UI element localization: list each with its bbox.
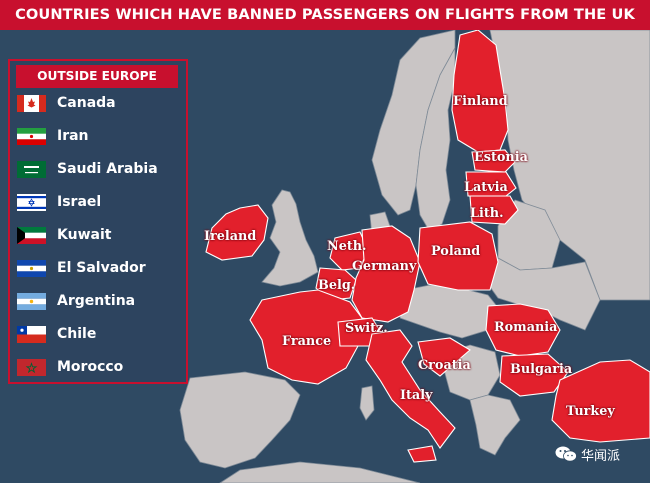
label-lithuania: Lith. [470, 206, 504, 221]
watermark-text: 华闻派 [581, 448, 621, 464]
israel-flag-icon [17, 193, 46, 211]
canada-flag-icon [17, 94, 46, 112]
legend-label: Iran [57, 128, 89, 144]
legend-label: Israel [57, 194, 102, 210]
label-turkey: Turkey [566, 404, 615, 419]
romania-shape [485, 303, 561, 357]
croatia-shape [417, 337, 471, 377]
label-switzerland: Switz. [345, 321, 388, 336]
morocco-flag-icon [17, 358, 46, 376]
legend-item-israel: Israel [17, 191, 182, 213]
label-france: France [282, 334, 332, 349]
legend-item-morocco: Morocco [17, 356, 182, 378]
label-croatia: Croatia [418, 358, 471, 373]
el-salvador-flag-icon [17, 259, 46, 277]
kuwait-flag-icon [17, 226, 46, 244]
label-belgium: Belg. [318, 278, 356, 293]
legend-item-kuwait: Kuwait [17, 224, 182, 246]
great-britain-shape [261, 189, 319, 287]
wechat-icon [555, 446, 577, 462]
label-latvia: Latvia [464, 180, 508, 195]
label-netherlands: Neth. [327, 239, 367, 254]
page-title: COUNTRIES WHICH HAVE BANNED PASSENGERS O… [0, 0, 650, 30]
latvia-shape [465, 171, 517, 197]
label-ireland: Ireland [204, 229, 257, 244]
legend-label: El Salvador [57, 260, 146, 276]
legend-outside-europe: OUTSIDE EUROPE Canada Iran Saudi Arabia [8, 59, 188, 384]
label-germany: Germany [352, 259, 417, 274]
finland-shape [451, 29, 509, 153]
label-estonia: Estonia [474, 150, 528, 165]
legend-header: OUTSIDE EUROPE [16, 65, 178, 88]
sardinia-shape [359, 385, 375, 421]
belgium-shape [315, 267, 357, 301]
label-italy: Italy [400, 388, 433, 403]
ireland-shape [205, 204, 269, 261]
label-finland: Finland [453, 94, 508, 109]
chile-flag-icon [17, 325, 46, 343]
legend-label: Morocco [57, 359, 124, 375]
legend-label: Argentina [57, 293, 136, 309]
legend-item-canada: Canada [17, 92, 182, 114]
italy-shape [365, 329, 456, 449]
legend-label: Chile [57, 326, 97, 342]
legend-item-iran: Iran [17, 125, 182, 147]
iran-flag-icon [17, 127, 46, 145]
sicily-shape [407, 445, 437, 463]
greece-shape [469, 394, 521, 456]
north-africa-shape [219, 461, 421, 483]
label-poland: Poland [431, 244, 481, 259]
legend-label: Kuwait [57, 227, 112, 243]
bulgaria-shape [499, 353, 569, 397]
legend-label: Saudi Arabia [57, 161, 158, 177]
legend-label: Canada [57, 95, 116, 111]
argentina-flag-icon [17, 292, 46, 310]
turkey-shape [551, 359, 650, 443]
ukraine-shape [484, 257, 601, 331]
saudi-arabia-flag-icon [17, 160, 46, 178]
label-romania: Romania [494, 320, 558, 335]
legend-item-argentina: Argentina [17, 290, 182, 312]
label-bulgaria: Bulgaria [510, 362, 573, 377]
legend-item-el-salvador: El Salvador [17, 257, 182, 279]
legend-item-chile: Chile [17, 323, 182, 345]
lithuania-shape [469, 195, 519, 225]
iberia-shape [179, 371, 301, 469]
legend-item-saudi-arabia: Saudi Arabia [17, 158, 182, 180]
watermark: 华闻派 [555, 443, 620, 465]
poland-shape [417, 221, 499, 291]
france-shape [249, 289, 363, 385]
estonia-shape [471, 149, 516, 173]
germany-shape [351, 225, 421, 323]
